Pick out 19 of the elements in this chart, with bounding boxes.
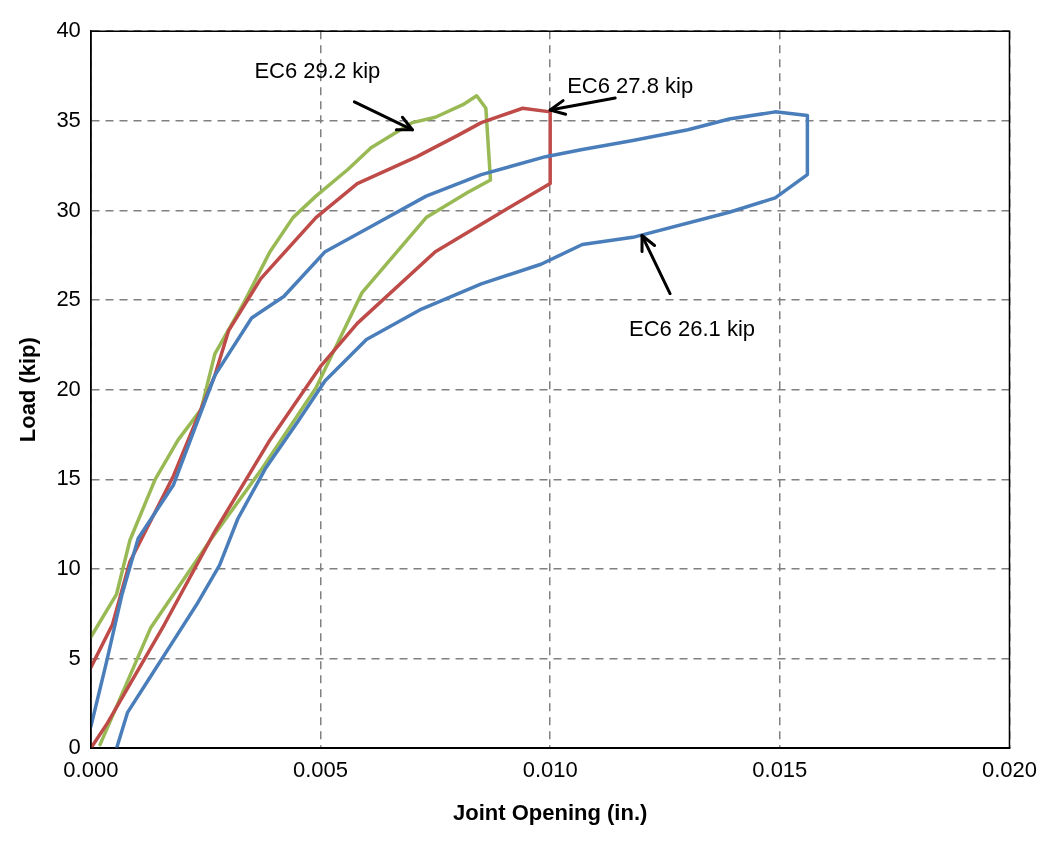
y-tick-label: 40	[56, 17, 81, 43]
y-tick-label: 5	[68, 644, 81, 670]
annotation: EC6 26.1 kip	[629, 315, 756, 341]
x-tick-label: 0.015	[752, 757, 808, 783]
x-axis-title: Joint Opening (in.)	[453, 799, 648, 825]
annotation: EC6 29.2 kip	[254, 57, 381, 83]
x-tick-label: 0.020	[981, 757, 1037, 783]
y-tick-label: 10	[56, 555, 81, 581]
y-tick-label: 15	[56, 465, 81, 491]
y-tick-label: 20	[56, 375, 81, 401]
y-tick-label: 0	[68, 734, 81, 760]
y-tick-label: 30	[56, 196, 81, 222]
x-tick-label: 0.000	[63, 757, 119, 783]
y-axis-title: Load (kip)	[15, 337, 41, 443]
y-tick-label: 25	[56, 286, 81, 312]
annotation: EC6 27.8 kip	[567, 73, 694, 99]
x-tick-label: 0.010	[522, 757, 578, 783]
y-tick-label: 35	[56, 106, 81, 132]
x-tick-label: 0.005	[292, 757, 349, 783]
